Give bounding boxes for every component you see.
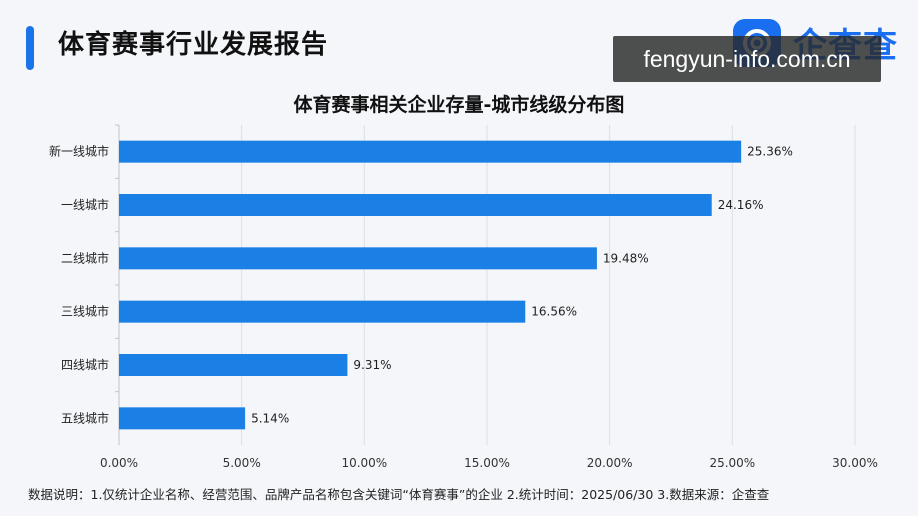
bar bbox=[119, 300, 526, 323]
chart-title: 体育赛事相关企业存量-城市线级分布图 bbox=[293, 94, 625, 116]
data-label: 25.36% bbox=[747, 145, 793, 159]
bar bbox=[119, 247, 597, 270]
category-label: 四线城市 bbox=[61, 357, 109, 372]
x-tick-label: 15.00% bbox=[464, 456, 510, 470]
footnote: 数据说明：1.仅统计企业名称、经营范围、品牌产品名称包含关键词“体育赛事”的企业… bbox=[28, 487, 770, 502]
x-tick-label: 30.00% bbox=[832, 456, 878, 470]
bar bbox=[119, 407, 246, 430]
data-label: 9.31% bbox=[353, 358, 391, 372]
category-label: 新一线城市 bbox=[49, 144, 109, 159]
category-label: 五线城市 bbox=[61, 410, 109, 425]
data-label: 24.16% bbox=[718, 198, 764, 212]
category-label: 一线城市 bbox=[61, 197, 109, 212]
title-accent-bar bbox=[26, 26, 34, 70]
x-tick-label: 25.00% bbox=[709, 456, 755, 470]
bar bbox=[119, 194, 712, 216]
x-tick-label: 10.00% bbox=[341, 456, 387, 470]
category-label: 二线城市 bbox=[61, 250, 109, 265]
data-label: 5.14% bbox=[251, 411, 289, 425]
data-label: 16.56% bbox=[531, 305, 577, 319]
category-label: 三线城市 bbox=[61, 304, 109, 319]
data-label: 19.48% bbox=[603, 251, 649, 265]
x-tick-label: 0.00% bbox=[100, 456, 138, 470]
x-tick-label: 5.00% bbox=[223, 456, 261, 470]
x-tick-label: 20.00% bbox=[587, 456, 633, 470]
report-title: 体育赛事行业发展报告 bbox=[58, 30, 329, 60]
watermark: fengyun-info.com.cn bbox=[613, 36, 881, 82]
bar bbox=[119, 140, 742, 163]
bar bbox=[119, 354, 348, 376]
